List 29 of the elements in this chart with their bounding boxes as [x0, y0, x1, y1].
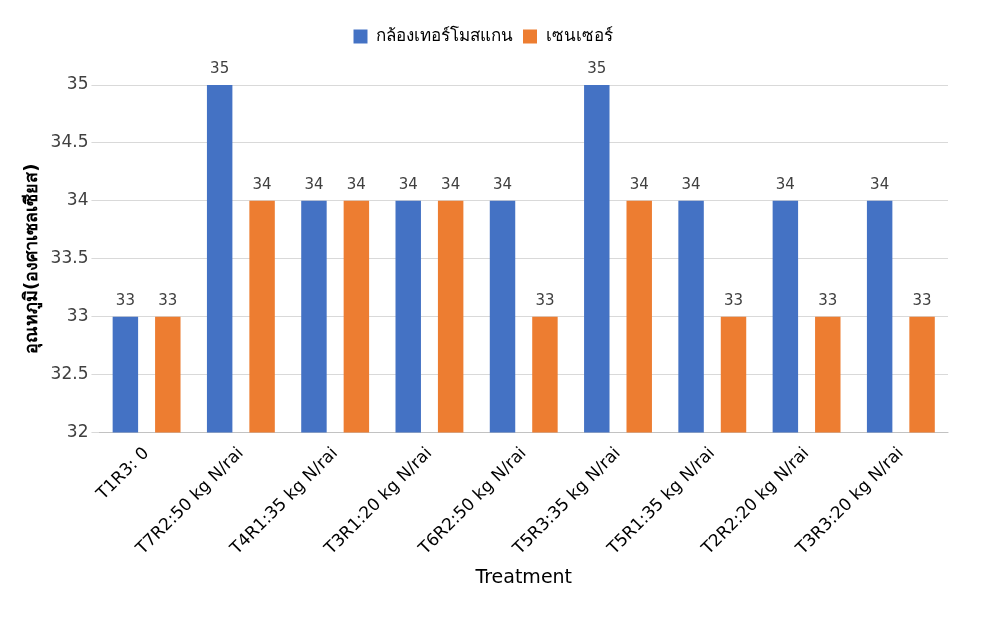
- data-label: 34: [346, 175, 366, 194]
- data-label: 34: [681, 175, 701, 194]
- y-axis-title: อุณหภูมิ(องศาเซลเซียส): [20, 163, 44, 354]
- data-label: 33: [535, 291, 555, 310]
- data-label: 34: [629, 175, 649, 194]
- legend-label: เซนเซอร์: [545, 24, 613, 45]
- y-tick-label: 32.5: [50, 363, 89, 384]
- data-label: 34: [304, 175, 324, 194]
- y-tick-label: 34: [66, 189, 89, 210]
- data-label: 34: [398, 175, 418, 194]
- legend-label: กล้องเทอร์โมสแกน: [376, 24, 513, 45]
- data-label: 33: [115, 291, 135, 310]
- data-label: 33: [158, 291, 178, 310]
- y-tick-label: 34.5: [50, 131, 89, 152]
- data-label: 33: [723, 291, 744, 310]
- y-tick-label: 33: [66, 305, 89, 326]
- data-label: 34: [492, 175, 513, 194]
- data-label: 35: [210, 59, 230, 78]
- y-tick-label: 32: [66, 420, 89, 441]
- x-axis-title: Treatment: [474, 564, 573, 587]
- y-tick-label: 35: [66, 73, 89, 94]
- data-label: 33: [912, 291, 932, 310]
- data-label: 34: [441, 175, 461, 194]
- data-label: 34: [775, 175, 795, 194]
- data-label: 34: [252, 175, 272, 194]
- data-label: 34: [870, 175, 890, 194]
- data-label: 35: [587, 59, 607, 78]
- y-tick-label: 33.5: [50, 247, 89, 268]
- data-label: 33: [818, 291, 838, 310]
